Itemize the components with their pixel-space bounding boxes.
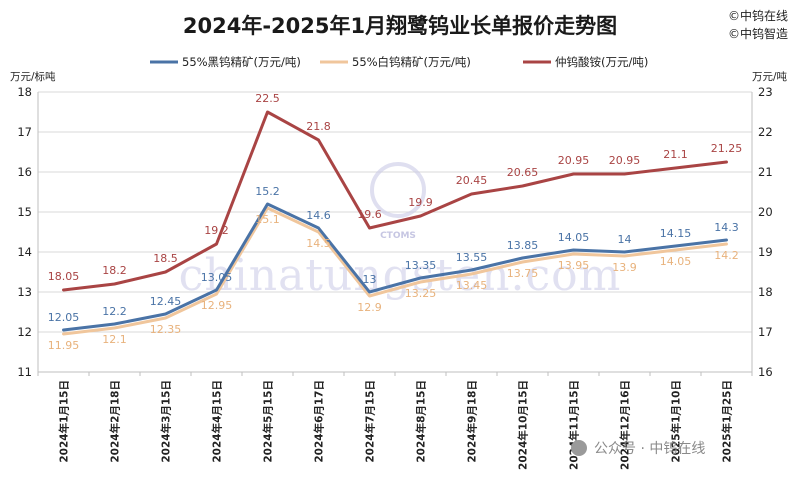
left-tick-label: 18 bbox=[17, 85, 32, 99]
data-label: 13.45 bbox=[456, 279, 488, 292]
data-label: 20.95 bbox=[609, 154, 641, 167]
left-tick-label: 17 bbox=[17, 125, 32, 139]
right-tick-label: 16 bbox=[758, 365, 773, 379]
data-label: 18.2 bbox=[102, 264, 127, 277]
data-label: 14.6 bbox=[306, 209, 331, 222]
x-tick-label: 2024年4月15日 bbox=[211, 380, 224, 463]
axes: 11 12 13 14 15 16 17 18 16 17 18 19 20 21 22 23 bbox=[17, 85, 772, 379]
data-label: 15.2 bbox=[255, 185, 280, 198]
x-tick-label: 2024年3月15日 bbox=[160, 380, 173, 463]
right-tick-label: 21 bbox=[758, 165, 773, 179]
legend: 55%黑钨精矿(万元/吨) 55%白钨精矿(万元/吨) 仲钨酸铵(万元/吨) bbox=[150, 55, 648, 69]
data-label: 18.5 bbox=[153, 252, 178, 265]
x-tick-label: 2025年1月10日 bbox=[670, 380, 683, 463]
data-label: 12.95 bbox=[201, 299, 233, 312]
data-label: 13.75 bbox=[507, 267, 539, 280]
x-tick-label: 2024年7月15日 bbox=[364, 380, 377, 463]
data-label: 20.65 bbox=[507, 166, 539, 179]
data-label: 13.85 bbox=[507, 239, 539, 252]
data-label: 13.25 bbox=[405, 287, 437, 300]
series-line-0 bbox=[62, 202, 728, 332]
data-label: 20.95 bbox=[558, 154, 590, 167]
left-axis-unit: 万元/标吨 bbox=[10, 70, 56, 83]
data-label: 13 bbox=[363, 273, 377, 286]
data-label: 11.95 bbox=[48, 339, 80, 352]
data-label: 14.15 bbox=[660, 227, 692, 240]
right-tick-label: 17 bbox=[758, 325, 773, 339]
chart-title: 2024年-2025年1月翔鹭钨业长单报价走势图 bbox=[183, 14, 617, 38]
x-tick-label: 2024年1月15日 bbox=[58, 380, 71, 463]
right-axis-unit: 万元/吨 bbox=[752, 70, 788, 83]
data-label: 12.9 bbox=[357, 301, 382, 314]
data-label: 13.55 bbox=[456, 251, 488, 264]
wechat-tag: 公众号 · 中钨在线 bbox=[594, 441, 705, 457]
data-label: 18.05 bbox=[48, 270, 80, 283]
data-label: 21.25 bbox=[711, 142, 743, 155]
data-label: 12.2 bbox=[102, 305, 127, 318]
right-tick-label: 20 bbox=[758, 205, 773, 219]
data-label: 15.1 bbox=[255, 213, 280, 226]
legend-label: 55%黑钨精矿(万元/吨) bbox=[182, 55, 301, 69]
x-tick-labels: 2024年1月15日 2024年2月18日 2024年3月15日 2024年4月15日… bbox=[58, 380, 734, 470]
legend-item-1: 55%白钨精矿(万元/吨) bbox=[320, 55, 471, 69]
left-tick-label: 11 bbox=[17, 365, 32, 379]
data-label: 12.45 bbox=[150, 295, 182, 308]
right-tick-label: 23 bbox=[758, 85, 773, 99]
x-tick-label: 2025年1月25日 bbox=[721, 380, 734, 463]
data-label: 14.2 bbox=[714, 249, 739, 262]
right-tick-label: 19 bbox=[758, 245, 773, 259]
data-label: 14.3 bbox=[714, 221, 739, 234]
data-label: 14 bbox=[618, 233, 632, 246]
x-tick-label: 2024年11月15日 bbox=[568, 380, 581, 470]
data-label: 13.35 bbox=[405, 259, 437, 272]
left-tick-label: 16 bbox=[17, 165, 32, 179]
x-tick-label: 2024年10月15日 bbox=[517, 380, 530, 470]
data-label: 19.6 bbox=[357, 208, 382, 221]
brand-line-2: ©中钨智造 bbox=[728, 26, 788, 41]
series-lines bbox=[62, 110, 728, 336]
data-label: 21.1 bbox=[663, 148, 688, 161]
x-tick-label: 2024年6月17日 bbox=[313, 380, 326, 463]
x-tick-label: 2024年2月18日 bbox=[109, 380, 122, 463]
left-tick-label: 13 bbox=[17, 285, 32, 299]
series-line-1 bbox=[62, 206, 728, 336]
data-label: 12.35 bbox=[150, 323, 182, 336]
data-labels: 12.05 12.2 12.45 13.05 15.2 14.6 13 13.35 13.55 1… bbox=[48, 92, 743, 352]
data-label: 14.05 bbox=[660, 255, 692, 268]
x-tick-label: 2024年5月15日 bbox=[262, 380, 275, 463]
brand-line-1: ©中钨在线 bbox=[728, 8, 788, 23]
watermark: CTOMS chinatungsten.com bbox=[179, 162, 620, 301]
wechat-badge: 公众号 · 中钨在线 bbox=[571, 440, 705, 457]
data-label: 13.9 bbox=[612, 261, 637, 274]
data-label: 13.95 bbox=[558, 259, 590, 272]
legend-item-2: 仲钨酸铵(万元/吨) bbox=[523, 55, 648, 69]
data-label: 12.1 bbox=[102, 333, 127, 346]
left-tick-label: 15 bbox=[17, 205, 32, 219]
data-label: 13.05 bbox=[201, 271, 233, 284]
data-label: 19.2 bbox=[204, 224, 229, 237]
x-tick-label: 2024年8月15日 bbox=[415, 380, 428, 463]
right-tick-label: 22 bbox=[758, 125, 773, 139]
data-label: 12.05 bbox=[48, 311, 80, 324]
watermark-logo-icon bbox=[370, 162, 426, 218]
data-label: 14.5 bbox=[306, 237, 331, 250]
legend-label: 仲钨酸铵(万元/吨) bbox=[555, 55, 648, 69]
left-tick-label: 12 bbox=[17, 325, 32, 339]
watermark-logo-text: CTOMS bbox=[380, 231, 416, 241]
x-tick-label: 2024年9月18日 bbox=[466, 380, 479, 463]
series-line-2 bbox=[62, 110, 728, 292]
left-tick-label: 14 bbox=[17, 245, 32, 259]
x-tick-label: 2024年12月16日 bbox=[619, 380, 632, 470]
data-label: 22.5 bbox=[255, 92, 280, 105]
data-label: 20.45 bbox=[456, 174, 488, 187]
wechat-icon bbox=[571, 440, 587, 456]
data-label: 21.8 bbox=[306, 120, 331, 133]
legend-label: 55%白钨精矿(万元/吨) bbox=[352, 55, 471, 69]
data-label: 19.9 bbox=[408, 196, 433, 209]
data-label: 14.05 bbox=[558, 231, 590, 244]
legend-item-0: 55%黑钨精矿(万元/吨) bbox=[150, 55, 301, 69]
right-tick-label: 18 bbox=[758, 285, 773, 299]
